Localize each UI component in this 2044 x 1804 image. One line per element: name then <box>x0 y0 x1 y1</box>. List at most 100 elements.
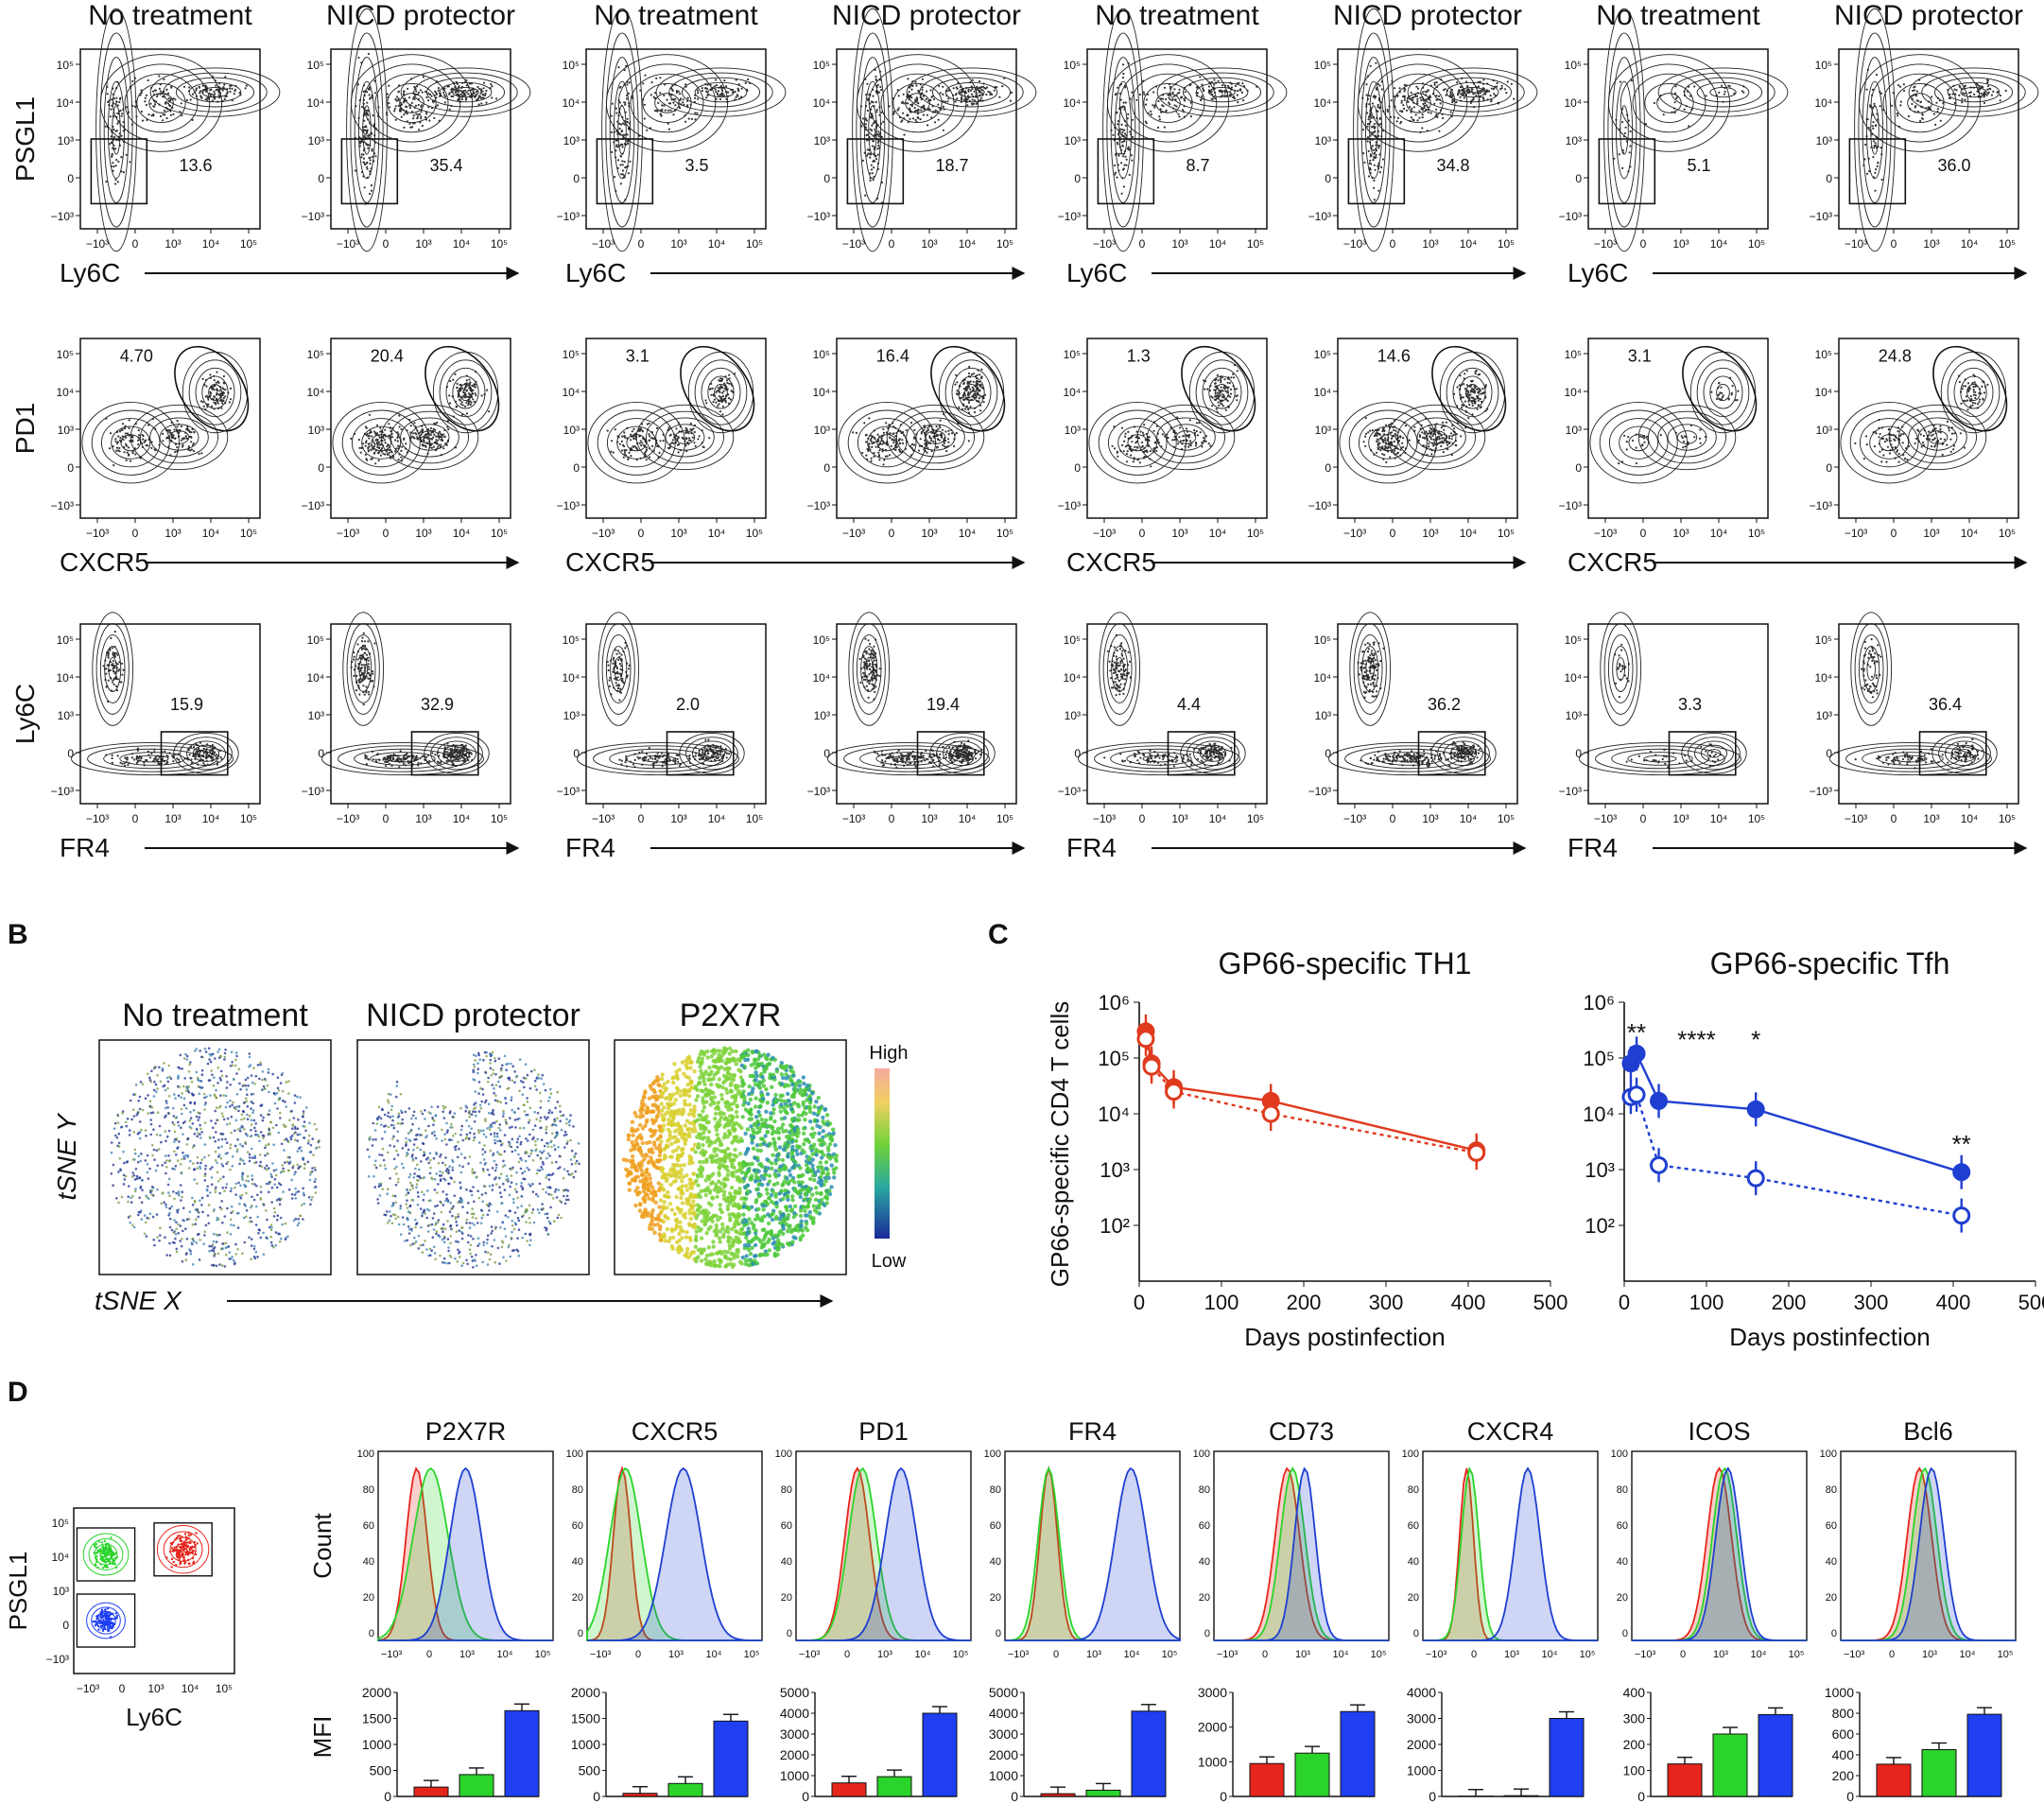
y-tick-label: 0 <box>823 461 830 475</box>
event-dot <box>1965 385 1967 388</box>
event-dot <box>1120 123 1123 126</box>
event-dot <box>1137 437 1141 440</box>
event-dot <box>1377 82 1380 86</box>
event-dot <box>1675 96 1678 100</box>
event-dot <box>1449 92 1452 95</box>
event-dot <box>465 412 469 415</box>
event-dot <box>244 87 247 90</box>
event-dot <box>1009 99 1013 102</box>
event-dot <box>400 115 403 118</box>
event-dot <box>892 442 895 444</box>
x-tick-label: 10⁴ <box>1961 527 1979 540</box>
event-dot <box>130 460 132 462</box>
event-dot <box>1972 390 1975 393</box>
event-dot <box>176 425 179 428</box>
event-dot <box>115 449 118 452</box>
event-dot <box>1449 111 1452 113</box>
event-dot <box>454 373 457 375</box>
event-dot <box>416 117 419 120</box>
event-dot <box>1446 443 1449 446</box>
event-dot <box>1906 459 1909 461</box>
event-dot <box>213 94 216 96</box>
event-dot <box>1475 95 1478 97</box>
event-dot <box>1438 438 1441 441</box>
event-dot <box>1168 96 1170 99</box>
event-dot <box>1201 445 1204 448</box>
x-tick-label: 10³ <box>1171 237 1187 251</box>
event-dot <box>967 408 970 411</box>
event-dot <box>870 100 874 103</box>
event-dot <box>467 89 470 92</box>
event-dot <box>1435 81 1438 84</box>
event-dot <box>422 76 424 78</box>
event-dot <box>418 129 421 131</box>
y-tick-label: 10⁵ <box>813 348 830 361</box>
contour-line <box>124 73 199 133</box>
event-dot <box>424 115 427 118</box>
event-dot <box>1448 441 1451 443</box>
event-dot <box>1121 63 1125 66</box>
event-dot <box>961 394 964 397</box>
event-dot <box>1939 438 1942 441</box>
contour-line <box>201 87 229 98</box>
event-dot <box>184 435 187 438</box>
event-dot <box>630 439 632 442</box>
event-dot <box>1877 161 1879 164</box>
event-dot <box>1122 101 1125 104</box>
event-dot <box>1131 118 1135 121</box>
event-dot <box>1911 102 1914 106</box>
event-dot <box>394 98 397 101</box>
event-dot <box>1449 432 1452 435</box>
x-tick-label: 10⁵ <box>491 237 508 251</box>
event-dot <box>1125 158 1128 161</box>
event-dot <box>1173 88 1176 91</box>
event-dot <box>441 438 443 441</box>
event-dot <box>1433 441 1436 443</box>
event-dot <box>1468 403 1471 406</box>
event-dot <box>222 86 225 89</box>
event-dot <box>1433 81 1436 84</box>
event-dot <box>901 112 905 114</box>
event-dot <box>1865 443 1868 446</box>
event-dot <box>1140 445 1143 448</box>
event-dot <box>478 95 481 98</box>
event-dot <box>1396 451 1399 454</box>
y-tick-label: 10³ <box>1065 134 1081 147</box>
x-tick-label: −10³ <box>1093 237 1116 251</box>
event-dot <box>1907 114 1910 118</box>
event-dot <box>919 438 922 441</box>
x-tick-label: 10³ <box>670 237 686 251</box>
event-dot <box>213 384 216 388</box>
event-dot <box>876 433 879 436</box>
event-dot <box>717 94 719 96</box>
event-dot <box>688 437 691 440</box>
event-dot <box>411 126 414 129</box>
event-dot <box>669 109 672 112</box>
x-tick-label: 0 <box>383 527 390 540</box>
event-dot <box>1178 91 1181 94</box>
event-dot <box>427 92 430 95</box>
event-dot <box>363 126 366 129</box>
event-dot <box>606 429 609 432</box>
event-dot <box>408 107 411 110</box>
event-dot <box>465 379 468 382</box>
event-dot <box>1972 389 1975 391</box>
event-dot <box>1921 113 1924 116</box>
event-dot <box>371 435 373 438</box>
event-dot <box>419 89 422 92</box>
event-dot <box>1188 419 1191 422</box>
event-dot <box>961 398 965 401</box>
event-dot <box>939 426 942 429</box>
x-tick-label: 10³ <box>1422 527 1438 540</box>
event-dot <box>1399 122 1402 125</box>
event-dot <box>1135 445 1138 448</box>
event-dot <box>1986 383 1989 386</box>
event-dot <box>1440 434 1443 437</box>
event-dot <box>624 103 627 106</box>
event-dot <box>1919 433 1922 436</box>
event-dot <box>719 390 721 393</box>
event-dot <box>154 103 157 106</box>
event-dot <box>360 141 363 144</box>
event-dot <box>1377 103 1379 107</box>
event-dot <box>401 445 404 448</box>
